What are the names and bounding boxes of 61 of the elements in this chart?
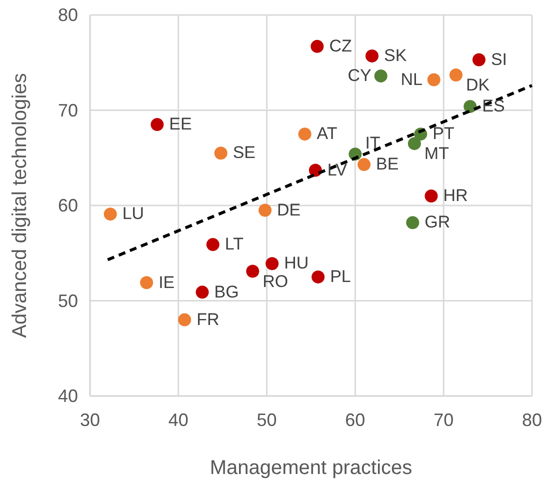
point [365,49,378,62]
point [298,128,312,141]
annotation: PL [330,267,351,286]
point [206,238,220,252]
annotation: ES [482,96,505,116]
point [406,216,420,230]
point [140,276,154,290]
annotation: IT [365,134,380,153]
point [312,270,325,284]
annotation: CY [348,66,372,86]
annotation: SE [232,143,256,162]
y-tick-label: 60 [58,196,78,216]
annotation: PT [432,124,454,144]
annotation: HR [443,186,468,206]
annotation: BE [376,154,399,174]
annotation: LU [122,204,144,224]
annotation: MT [424,144,449,164]
annotation: FR [196,310,220,329]
annotation: HU [284,254,309,273]
annotation: LV [327,160,348,180]
y-tick-label: 50 [58,290,78,311]
x-tick-label: 30 [80,410,100,430]
point [246,264,260,278]
point [214,146,228,160]
annotation: DE [277,200,301,220]
point [310,40,324,53]
point [358,158,371,172]
annotation: EE [169,114,192,134]
annotation: GR [424,212,450,232]
annotation: NL [400,70,423,89]
x-axis-title: Management practices [210,457,412,479]
annotation: SI [490,50,508,69]
point [150,118,164,132]
x-tick-label: 50 [256,410,277,430]
annotation: CZ [329,36,352,56]
annotation: RO [262,272,288,291]
point [196,286,209,299]
annotation: DK [466,76,490,95]
point [104,208,117,221]
x-tick-label: 60 [345,410,366,430]
point [424,189,438,202]
point [258,204,272,217]
point [178,313,192,326]
point [472,53,486,66]
y-tick-label: 80 [58,5,78,25]
x-tick-label: 40 [168,410,188,430]
y-tick-label: 40 [58,386,78,406]
annotation: IE [158,272,175,292]
annotation: LT [224,234,244,254]
x-tick-label: 70 [434,410,454,430]
annotation: BG [214,282,239,302]
point [427,73,440,86]
y-tick-label: 70 [58,100,78,120]
point [449,68,462,82]
x-tick-label: 80 [522,410,542,430]
point [408,137,421,150]
annotation: AT [316,124,338,144]
y-axis-title: Advanced digital technologies [9,73,31,338]
annotation: SK [384,46,408,66]
point [266,257,279,270]
point [374,69,388,82]
